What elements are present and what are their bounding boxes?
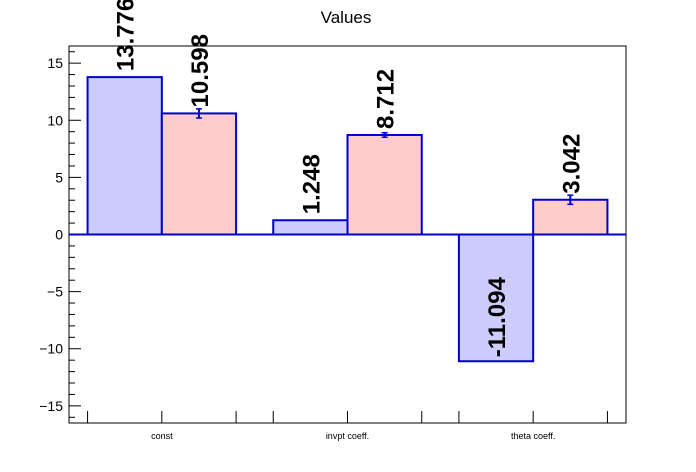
x-tick-label: const — [151, 431, 173, 441]
y-tick-label: 5 — [55, 169, 63, 185]
bar-series-1 — [272, 219, 349, 236]
x-axis: const invpt coeff. theta coeff. — [87, 411, 608, 441]
y-tick-label: −5 — [47, 284, 63, 300]
y-axis: −15 −10 −5 0 5 10 15 — [39, 51, 81, 418]
bar-group — [86, 76, 609, 363]
bar-value-label: -11.094 — [484, 277, 511, 358]
chart-title: Values — [321, 8, 372, 27]
bar-series-2 — [532, 198, 609, 236]
bar-value-label: 8.712 — [373, 69, 400, 129]
y-tick-label: 0 — [55, 227, 63, 243]
y-tick-label: 10 — [47, 112, 63, 128]
bar-series-1 — [86, 76, 163, 236]
y-tick-label: −15 — [39, 398, 63, 414]
x-tick-label: theta coeff. — [511, 431, 555, 441]
bar-value-label: 1.248 — [298, 154, 325, 214]
y-tick-label: −10 — [39, 341, 63, 357]
bar-value-label: 13.776 — [113, 0, 140, 71]
bar-value-label: 10.598 — [187, 34, 214, 107]
bar-series-2 — [160, 112, 238, 236]
value-label-group: 13.776 1.248 -11.094 10.598 8.712 3.042 — [113, 0, 586, 357]
y-tick-label: 15 — [47, 55, 63, 71]
bar-series-2 — [346, 133, 423, 236]
bar-value-label: 3.042 — [558, 134, 585, 194]
x-tick-label: invpt coeff. — [326, 431, 369, 441]
